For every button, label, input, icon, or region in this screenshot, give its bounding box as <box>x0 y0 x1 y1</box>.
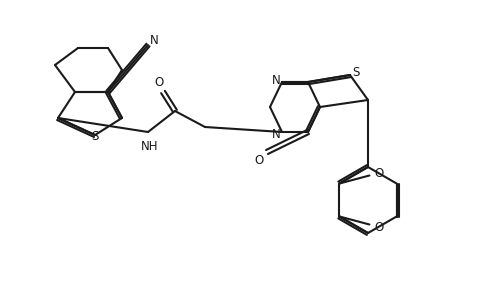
Text: N: N <box>149 35 158 47</box>
Text: O: O <box>375 167 384 180</box>
Text: NH: NH <box>141 139 159 153</box>
Text: O: O <box>154 76 164 90</box>
Text: S: S <box>352 65 360 78</box>
Text: O: O <box>375 221 384 234</box>
Text: N: N <box>271 74 280 87</box>
Text: N: N <box>271 128 280 140</box>
Text: O: O <box>254 155 264 167</box>
Text: S: S <box>91 130 98 142</box>
